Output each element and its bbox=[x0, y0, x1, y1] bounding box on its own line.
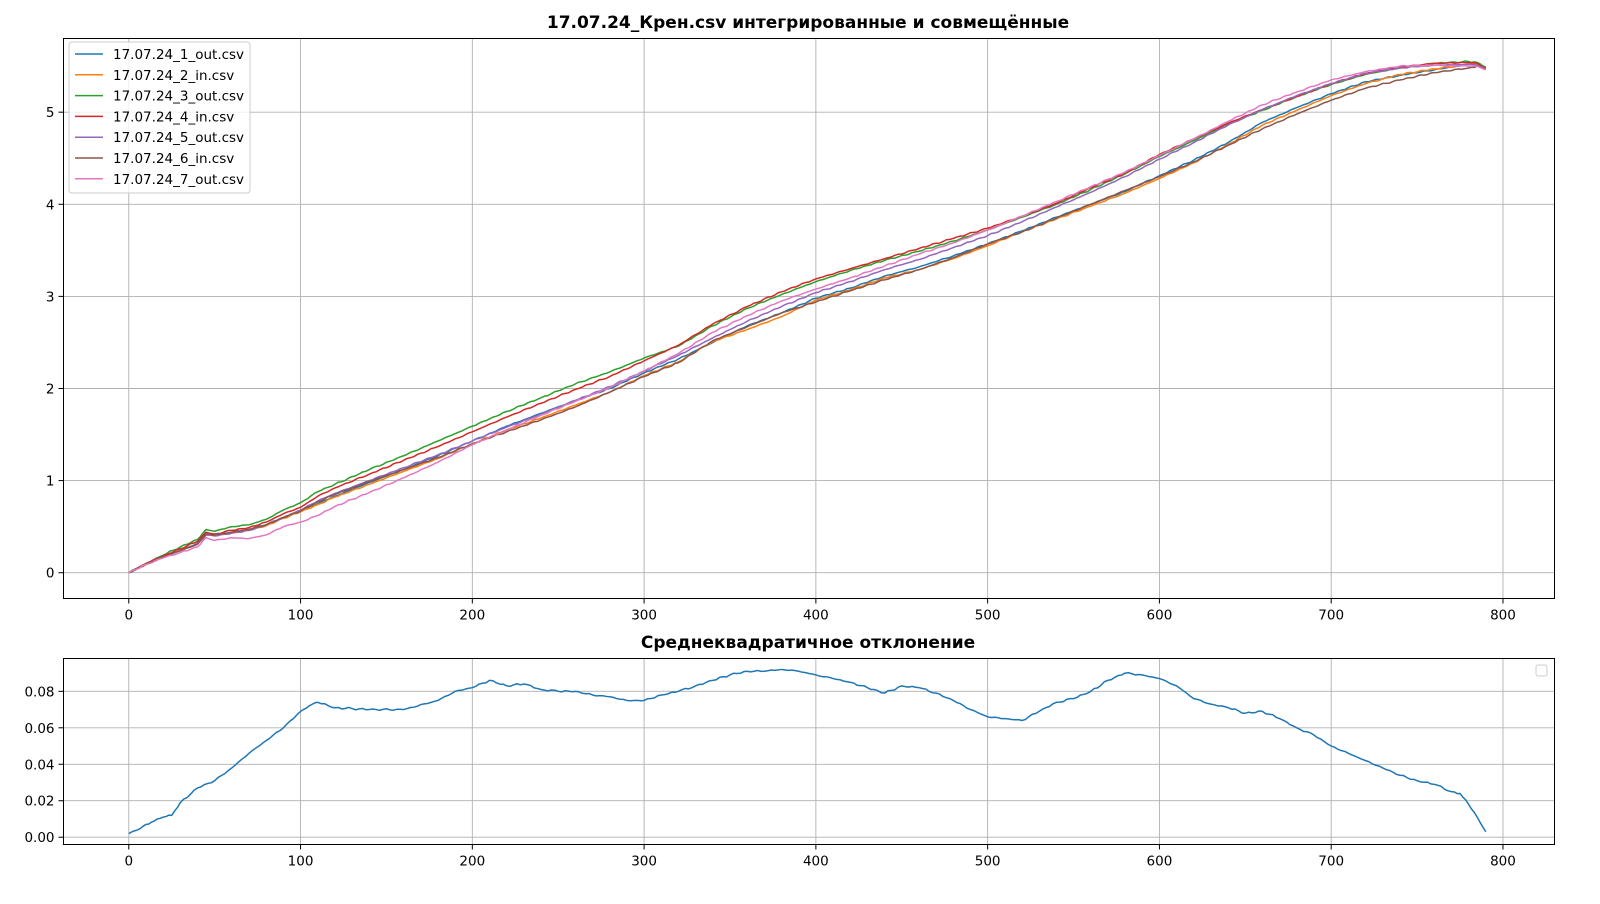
legend-label-3: 17.07.24_3_out.csv bbox=[113, 89, 244, 105]
bottom-ytick-label: 0.02 bbox=[24, 794, 54, 810]
bottom-ytick-label: 0.08 bbox=[24, 684, 54, 700]
top-xtick-label: 600 bbox=[1147, 608, 1173, 624]
legend-label-1: 17.07.24_1_out.csv bbox=[113, 47, 244, 63]
bottom-xtick-label: 800 bbox=[1490, 854, 1516, 870]
bottom-empty-legend bbox=[1535, 664, 1548, 677]
top-ytick-label: 5 bbox=[46, 105, 55, 121]
series-line-6 bbox=[128, 65, 1487, 574]
bottom-chart-title: Среднеквадратичное отклонение bbox=[641, 633, 975, 653]
bottom-series-line bbox=[128, 668, 1487, 835]
bottom-xtick-label: 200 bbox=[459, 854, 485, 870]
bottom-xtick-label: 700 bbox=[1318, 854, 1344, 870]
legend-label-4: 17.07.24_4_in.csv bbox=[113, 109, 234, 125]
bottom-ytick-label: 0.04 bbox=[24, 757, 54, 773]
top-xtick-label: 700 bbox=[1318, 608, 1344, 624]
top-axes-frame bbox=[63, 38, 1555, 599]
bottom-xtick-label: 500 bbox=[975, 854, 1001, 870]
bottom-xtick-label: 600 bbox=[1147, 854, 1173, 870]
top-ytick-label: 4 bbox=[46, 197, 55, 213]
bottom-xtick-label: 0 bbox=[124, 854, 133, 870]
top-tick-marks: 0 100 200 300 400 500 600 700 800 0 1 2 3 4 5 bbox=[46, 105, 1516, 623]
bottom-grid bbox=[63, 658, 1555, 845]
integrated-angles-plot: 17.07.24_Крен.csv интегрированные и совм… bbox=[46, 13, 1555, 624]
top-xtick-label: 0 bbox=[124, 608, 133, 624]
std-deviation-plot: Среднеквадратичное отклонение 0 100 200 300… bbox=[24, 633, 1555, 870]
top-xtick-label: 500 bbox=[975, 608, 1001, 624]
top-legend: 17.07.24_1_out.csv 17.07.24_2_in.csv 17.07… bbox=[68, 41, 251, 194]
top-chart-title: 17.07.24_Крен.csv интегрированные и совм… bbox=[547, 13, 1069, 33]
top-ytick-label: 2 bbox=[46, 382, 55, 398]
top-series-lines bbox=[128, 60, 1487, 574]
bottom-tick-marks: 0 100 200 300 400 500 600 700 800 0.00 0.02 0.04 0.0… bbox=[24, 684, 1515, 869]
legend-label-5: 17.07.24_5_out.csv bbox=[113, 130, 244, 146]
top-legend-box bbox=[68, 41, 251, 194]
top-grid bbox=[63, 38, 1555, 599]
bottom-xtick-label: 400 bbox=[803, 854, 829, 870]
series-line-1 bbox=[128, 62, 1487, 574]
bottom-ytick-label: 0.06 bbox=[24, 721, 54, 737]
top-xtick-label: 200 bbox=[459, 608, 485, 624]
series-line-7 bbox=[128, 64, 1487, 574]
top-ytick-label: 3 bbox=[46, 289, 55, 305]
top-xtick-label: 300 bbox=[631, 608, 657, 624]
bottom-xtick-label: 100 bbox=[288, 854, 314, 870]
bottom-xtick-label: 300 bbox=[631, 854, 657, 870]
top-xtick-label: 100 bbox=[288, 608, 314, 624]
legend-label-7: 17.07.24_7_out.csv bbox=[113, 172, 244, 188]
legend-label-6: 17.07.24_6_in.csv bbox=[113, 151, 234, 167]
bottom-axes-frame bbox=[63, 658, 1555, 845]
top-ytick-label: 1 bbox=[46, 474, 55, 490]
top-xtick-label: 800 bbox=[1490, 608, 1516, 624]
std-deviation-line bbox=[128, 668, 1487, 835]
top-xtick-label: 400 bbox=[803, 608, 829, 624]
bottom-ytick-label: 0.00 bbox=[24, 830, 54, 846]
top-ytick-label: 0 bbox=[46, 566, 55, 582]
legend-label-2: 17.07.24_2_in.csv bbox=[113, 68, 234, 84]
